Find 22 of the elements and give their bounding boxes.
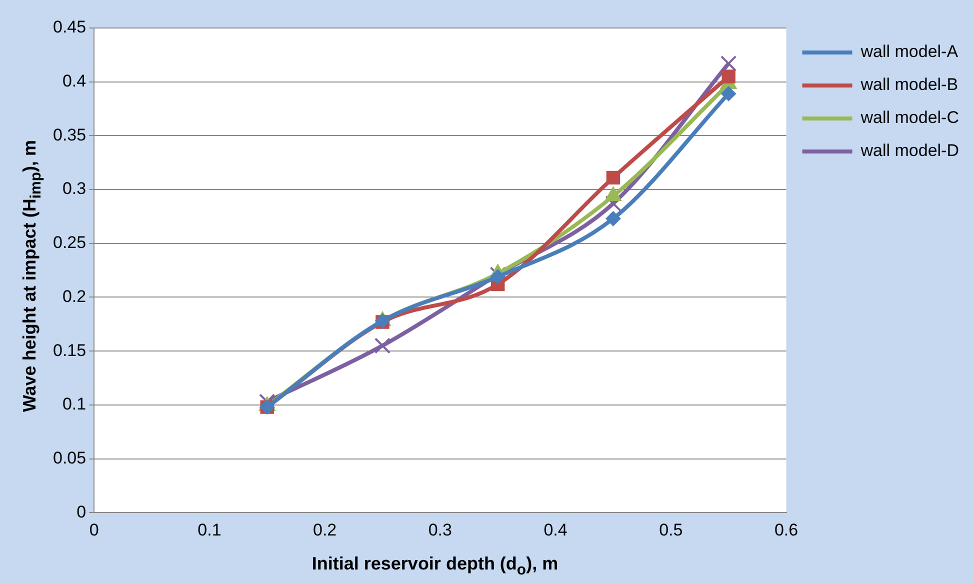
x-tick-label: 0.5 bbox=[659, 520, 683, 540]
y-tick-label: 0.35 bbox=[52, 125, 86, 144]
x-tick-label: 0.1 bbox=[198, 520, 222, 540]
y-tick-label: 0.2 bbox=[62, 286, 86, 306]
legend-label: wall model-C bbox=[860, 108, 959, 128]
x-axis-title: Initial reservoir depth (d$_{o}$), m bbox=[312, 554, 558, 578]
y-tick-label: 0 bbox=[76, 502, 86, 522]
y-tick-label: 0.3 bbox=[62, 179, 86, 198]
y-tick-label: 0.05 bbox=[52, 448, 86, 468]
y-tick-label: 0.25 bbox=[52, 233, 86, 252]
legend-label: wall model-B bbox=[860, 75, 958, 94]
x-tick-label: 0.3 bbox=[428, 520, 452, 540]
y-tick-label: 0.45 bbox=[52, 18, 86, 37]
x-tick-label: 0.6 bbox=[774, 520, 798, 540]
y-tick-label: 0.15 bbox=[52, 340, 86, 360]
x-tick-label: 0 bbox=[89, 520, 99, 540]
x-tick-label: 0.2 bbox=[312, 520, 337, 540]
x-tick-label: 0.4 bbox=[544, 520, 568, 540]
legend-label: wall model-D bbox=[860, 141, 959, 160]
y-tick-label: 0.1 bbox=[62, 394, 86, 414]
y-tick-label: 0.4 bbox=[62, 72, 86, 91]
legend-label: wall model-A bbox=[860, 42, 959, 62]
